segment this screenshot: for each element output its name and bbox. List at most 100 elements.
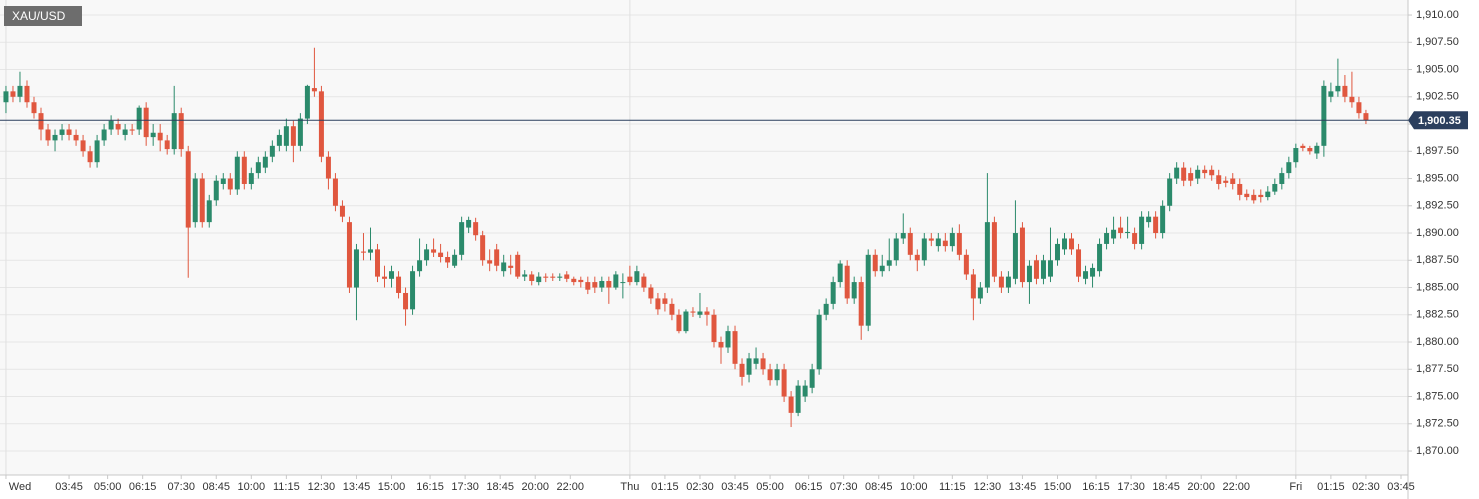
candle-body: [620, 282, 626, 284]
candle-body: [1047, 260, 1053, 277]
candle-body: [1272, 183, 1278, 192]
x-tick-label: 07:30: [167, 481, 195, 493]
x-tick-label: 11:15: [939, 481, 966, 493]
candle-body: [115, 124, 121, 130]
y-tick-label: 1,877.50: [1416, 363, 1459, 375]
candle-body: [87, 151, 93, 163]
x-tick-label: 06:15: [129, 481, 157, 493]
candle-body: [732, 331, 738, 364]
candle-body: [129, 129, 135, 131]
y-tick-label: 1,892.50: [1416, 200, 1459, 212]
x-tick-label: 20:00: [521, 481, 549, 493]
x-tick-label: 03:45: [1387, 481, 1415, 493]
candle-body: [3, 91, 9, 103]
candle-body: [893, 238, 899, 261]
candle-body: [73, 134, 79, 141]
candle-body: [31, 102, 37, 114]
candle-body: [907, 233, 913, 255]
candle-body: [459, 222, 465, 255]
candle-body: [669, 303, 675, 315]
x-tick-label: Thu: [620, 481, 639, 493]
candle-body: [150, 132, 156, 138]
candle-body: [1244, 193, 1250, 198]
candle-body: [487, 260, 493, 264]
x-tick-label: 08:45: [865, 481, 893, 493]
candle-body: [494, 249, 500, 266]
candle-body: [466, 219, 472, 228]
candle-body: [389, 271, 395, 279]
candle-body: [774, 369, 780, 381]
candle-body: [690, 311, 696, 313]
candle-body: [1026, 265, 1032, 283]
candle-body: [1363, 113, 1369, 121]
x-tick-label: 12:30: [974, 481, 1002, 493]
candle-body: [157, 132, 163, 141]
candle-body: [928, 238, 934, 241]
y-tick-label: 1,887.50: [1416, 254, 1459, 266]
x-tick-label: 22:00: [557, 481, 585, 493]
candle-body: [886, 260, 892, 266]
candle-body: [424, 249, 430, 261]
x-tick-label: 18:45: [1152, 481, 1180, 493]
candle-body: [578, 279, 584, 283]
candle-body: [501, 262, 507, 272]
candle-body: [718, 342, 724, 348]
x-tick-label: 20:00: [1187, 481, 1215, 493]
candle-body: [1328, 91, 1334, 97]
candle-body: [900, 233, 906, 239]
candle-body: [473, 222, 479, 236]
candle-body: [1314, 145, 1320, 154]
candle-body: [255, 162, 261, 174]
candle-body: [1195, 169, 1201, 179]
y-tick-label: 1,885.00: [1416, 281, 1459, 293]
x-tick-label: 16:15: [1082, 481, 1110, 493]
candle-body: [1118, 227, 1124, 234]
candle-body: [515, 254, 521, 277]
candle-body: [1076, 249, 1082, 277]
candle-body: [311, 88, 317, 92]
candle-body: [935, 238, 941, 247]
candle-body: [879, 265, 885, 272]
x-tick-label: 12:30: [308, 481, 336, 493]
candle-body: [704, 311, 710, 315]
candles: [3, 47, 1369, 428]
candle-body: [1019, 227, 1025, 283]
candle-body: [10, 91, 16, 97]
candle-body: [290, 126, 296, 146]
candle-body: [830, 282, 836, 304]
candle-body: [536, 276, 542, 283]
x-tick-label: 08:45: [202, 481, 230, 493]
y-tick-label: 1,905.00: [1416, 63, 1459, 75]
y-tick-label: 1,875.00: [1416, 390, 1459, 402]
candle-body: [431, 249, 437, 253]
candle-body: [234, 156, 240, 190]
candle-body: [1335, 85, 1341, 92]
candle-body: [627, 276, 633, 283]
candle-body: [1069, 238, 1075, 250]
y-tick-label: 1,872.50: [1416, 418, 1459, 430]
y-tick-label: 1,902.50: [1416, 91, 1459, 103]
x-tick-label: 05:00: [94, 481, 122, 493]
candle-body: [206, 200, 212, 223]
candle-body: [445, 257, 451, 263]
candle-body: [52, 134, 58, 141]
grid: [0, 0, 1408, 475]
candle-body: [1321, 85, 1327, 146]
x-tick-label: 02:30: [1352, 481, 1380, 493]
candle-body: [1139, 216, 1145, 244]
candle-body: [438, 252, 444, 258]
x-tick-label: 11:15: [273, 481, 300, 493]
candle-body: [1188, 173, 1194, 181]
candle-body: [269, 145, 275, 157]
candle-body: [711, 314, 717, 343]
candle-body: [227, 178, 233, 190]
candle-body: [746, 358, 752, 375]
candle-body: [823, 303, 829, 315]
candle-body: [94, 140, 100, 163]
last-price-badge: [1408, 111, 1468, 130]
x-tick-label: 01:15: [1317, 481, 1345, 493]
candle-body: [655, 298, 661, 310]
candle-body: [66, 129, 72, 135]
candle-body: [185, 151, 191, 228]
candle-body: [262, 156, 268, 168]
